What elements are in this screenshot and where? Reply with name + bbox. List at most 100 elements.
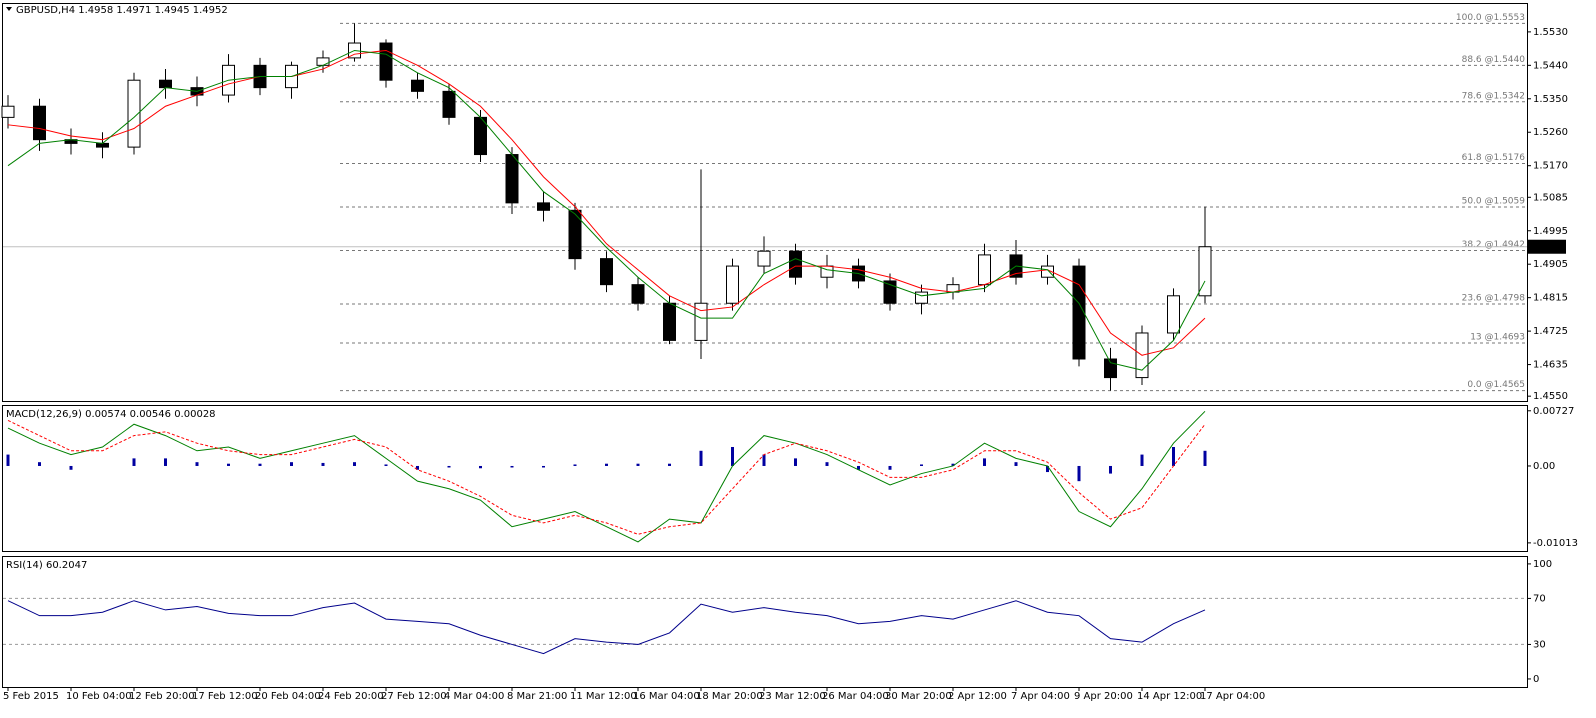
x-tick-label: 27 Feb 12:00 <box>381 691 447 702</box>
y-tick-label: -0.01013 <box>1533 538 1578 549</box>
moving-average <box>7 49 1206 371</box>
y-tick-label: 0.00 <box>1533 461 1555 472</box>
histogram-bar <box>1172 446 1175 466</box>
candle-body <box>1 105 15 118</box>
histogram-bar <box>416 465 419 470</box>
y-tick-label: 1.4725 <box>1533 326 1568 337</box>
histogram-bar <box>1046 465 1049 473</box>
histogram-bar <box>920 464 923 466</box>
candle-body <box>757 250 771 267</box>
histogram-bar <box>132 458 136 466</box>
histogram-bar <box>1140 454 1144 466</box>
candle-body <box>127 79 141 148</box>
y-tick-label: 1.5440 <box>1533 60 1568 71</box>
histogram-bar <box>825 462 829 466</box>
histogram-bar <box>69 465 73 470</box>
histogram-bar <box>731 446 734 466</box>
x-tick-label: 24 Feb 20:00 <box>318 691 384 702</box>
x-tick-label: 17 Feb 12:00 <box>192 691 258 702</box>
candle-body <box>726 265 739 304</box>
candle-body <box>159 79 172 89</box>
candle-body <box>316 57 330 66</box>
histogram-bar <box>668 463 671 466</box>
y-tick-label: 1.4905 <box>1533 259 1568 270</box>
candle-body <box>33 105 46 141</box>
y-tick-label: 1.5260 <box>1533 127 1568 138</box>
y-tick-label: 1.5350 <box>1533 94 1568 105</box>
candle-body <box>789 250 802 278</box>
moving-average <box>7 49 1206 356</box>
candle-body <box>1167 295 1180 334</box>
histogram-bar <box>510 465 514 468</box>
x-tick-label: 12 Feb 20:00 <box>129 691 195 702</box>
histogram-bar <box>573 464 577 466</box>
histogram-bar <box>888 465 892 470</box>
candle-body <box>631 284 645 304</box>
y-tick-label: 100 <box>1533 559 1552 570</box>
histogram-bar <box>605 463 608 466</box>
histogram-bar <box>542 465 545 468</box>
y-tick-label: 1.4550 <box>1533 391 1568 402</box>
histogram-bar <box>794 458 797 466</box>
histogram-bar <box>1014 462 1018 466</box>
candle-body <box>883 280 897 304</box>
fib-label: 61.8 @1.5176 <box>1462 153 1526 163</box>
histogram-bar <box>1109 465 1112 474</box>
histogram-bar <box>1203 450 1207 466</box>
x-tick-label: 7 Apr 04:00 <box>1011 691 1070 702</box>
menu-arrow <box>6 7 12 11</box>
y-tick-label: 70 <box>1533 593 1546 604</box>
fib-label: 38.2 @1.4942 <box>1462 240 1525 250</box>
x-tick-label: 2 Apr 12:00 <box>948 691 1007 702</box>
price-panel <box>2 3 1528 402</box>
histogram-bar <box>857 465 860 470</box>
histogram-bar <box>1077 465 1081 482</box>
x-tick-label: 16 Mar 04:00 <box>633 691 700 702</box>
candle-body <box>663 302 676 341</box>
x-tick-label: 18 Mar 20:00 <box>696 691 763 702</box>
fib-label: 13 @1.4693 <box>1470 333 1525 343</box>
histogram-bar <box>479 465 482 469</box>
candle-body <box>1041 265 1054 278</box>
fib-label: 88.6 @1.5440 <box>1462 55 1526 65</box>
y-tick-label: 30 <box>1533 639 1546 650</box>
x-tick-label: 17 Apr 04:00 <box>1200 691 1265 702</box>
histogram-bar <box>164 458 167 466</box>
candle-body <box>915 291 928 304</box>
histogram-bar <box>258 463 262 466</box>
candle-body <box>820 265 834 278</box>
fib-label: 0.0 @1.4565 <box>1467 380 1525 390</box>
x-tick-label: 14 Apr 12:00 <box>1137 691 1202 702</box>
chart-title: RSI(14) 60.2047 <box>6 560 87 571</box>
histogram-bar <box>384 464 388 466</box>
y-tick-label: 1.5530 <box>1533 27 1568 38</box>
y-tick-label: 1.4995 <box>1533 226 1568 237</box>
y-tick-label: 1.4815 <box>1533 293 1568 304</box>
y-tick-label: 0 <box>1533 674 1539 685</box>
x-tick-label: 20 Feb 04:00 <box>255 691 321 702</box>
y-tick-label: 1.5085 <box>1533 192 1568 203</box>
histogram-bar <box>699 450 703 466</box>
chart-title: GBPUSD,H4 1.4958 1.4971 1.4945 1.4952 <box>16 5 228 16</box>
x-tick-label: 8 Mar 21:00 <box>507 691 567 702</box>
last-price-label: 1.4952 <box>1531 242 1566 253</box>
chart-title: MACD(12,26,9) 0.00574 0.00546 0.00028 <box>6 409 216 420</box>
x-tick-label: 5 Feb 2015 <box>3 691 59 702</box>
candle-body <box>568 209 582 260</box>
candle-body <box>694 302 708 341</box>
candle-body <box>978 254 991 286</box>
rsi-line <box>7 600 1206 655</box>
candle-body <box>442 90 456 118</box>
x-tick-label: 9 Apr 20:00 <box>1074 691 1133 702</box>
histogram-bar <box>290 462 293 466</box>
histogram-bar <box>38 462 41 466</box>
candle-body <box>379 42 393 81</box>
candle-body <box>600 258 613 286</box>
fib-label: 50.0 @1.5059 <box>1462 196 1526 206</box>
x-tick-label: 26 Mar 04:00 <box>822 691 889 702</box>
histogram-bar <box>762 454 766 466</box>
histogram-bar <box>636 463 640 466</box>
x-tick-label: 30 Mar 20:00 <box>885 691 952 702</box>
